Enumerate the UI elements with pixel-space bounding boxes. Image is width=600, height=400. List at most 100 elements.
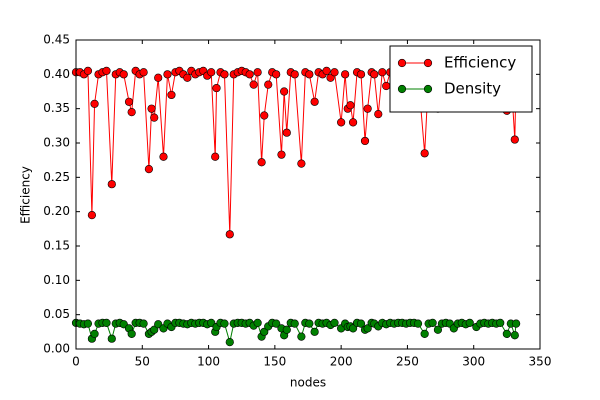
x-tick-label: 100	[197, 355, 220, 369]
point	[420, 329, 429, 338]
point	[378, 68, 387, 77]
x-tick-label: 300	[462, 355, 485, 369]
x-tick-label: 200	[330, 355, 353, 369]
point	[356, 319, 366, 328]
plot-frame	[75, 39, 541, 350]
point	[249, 80, 258, 89]
point	[127, 329, 136, 338]
point	[212, 83, 221, 93]
point	[363, 104, 372, 113]
x-tick-label: 250	[396, 355, 419, 369]
point	[139, 68, 148, 77]
point	[225, 338, 234, 347]
point	[124, 97, 134, 106]
point	[107, 334, 116, 343]
point	[428, 318, 437, 328]
point	[253, 318, 262, 328]
y-axis-label: Efficiency	[19, 166, 33, 224]
point	[496, 318, 505, 328]
y-tick-label: 0.00	[43, 342, 70, 356]
point	[510, 331, 519, 340]
point	[290, 70, 299, 79]
point	[310, 327, 319, 336]
point	[341, 70, 350, 79]
point	[326, 73, 335, 82]
point	[433, 325, 443, 334]
series	[71, 318, 521, 347]
x-tick-label: 50	[135, 355, 150, 369]
point	[225, 230, 234, 239]
point	[413, 319, 423, 328]
point	[150, 113, 159, 122]
point	[346, 101, 355, 110]
point	[382, 81, 391, 91]
point	[360, 136, 370, 146]
point	[260, 111, 269, 120]
point	[374, 110, 383, 119]
point	[272, 70, 281, 79]
x-tick-label: 0	[72, 355, 80, 369]
legend-marker	[423, 58, 433, 68]
y-tick-label: 0.05	[43, 307, 70, 321]
point	[510, 135, 519, 144]
legend-box	[389, 45, 533, 113]
point	[297, 332, 306, 341]
point	[297, 159, 306, 168]
point	[282, 128, 291, 137]
legend-marker	[397, 84, 407, 94]
legend-label: Efficiency	[444, 54, 516, 72]
point	[420, 149, 429, 158]
x-tick-label: 150	[263, 355, 286, 369]
point	[305, 70, 314, 79]
point	[322, 66, 331, 75]
point	[264, 80, 273, 89]
point	[260, 327, 269, 336]
y-tick-label: 0.15	[43, 239, 70, 253]
point	[348, 118, 358, 127]
point	[90, 99, 99, 108]
point	[356, 70, 366, 79]
x-axis-label: nodes	[290, 376, 326, 390]
legend: Efficiency Density	[389, 45, 533, 113]
point	[272, 319, 281, 328]
point	[277, 150, 286, 159]
point	[107, 180, 116, 189]
point	[150, 325, 159, 334]
y-tick-label: 0.10	[43, 273, 70, 287]
y-tick-label: 0.40	[43, 67, 70, 81]
point	[363, 324, 372, 333]
point	[330, 68, 339, 77]
point	[127, 107, 136, 117]
point	[83, 66, 93, 75]
point	[87, 211, 97, 220]
y-tick-label: 0.25	[43, 170, 70, 184]
point	[139, 319, 148, 328]
x-tick-label: 350	[529, 355, 552, 369]
point	[90, 329, 99, 338]
point	[183, 73, 192, 82]
y-tick-label: 0.45	[43, 33, 70, 47]
point	[330, 318, 339, 328]
point	[220, 70, 229, 79]
point	[337, 118, 346, 127]
legend-marker	[397, 58, 407, 68]
point	[512, 319, 521, 328]
point	[167, 90, 176, 100]
y-tick-label: 0.30	[43, 136, 70, 150]
legend-marker	[423, 84, 433, 94]
point	[144, 164, 154, 174]
point	[147, 104, 156, 113]
point	[290, 319, 299, 328]
point	[280, 87, 289, 96]
point	[154, 73, 163, 82]
point	[305, 319, 314, 328]
point	[465, 318, 474, 328]
point	[83, 319, 93, 328]
point	[163, 70, 172, 79]
point	[310, 97, 319, 106]
legend-label: Density	[444, 80, 501, 98]
point	[211, 152, 220, 161]
point	[220, 319, 229, 328]
point	[102, 318, 111, 328]
